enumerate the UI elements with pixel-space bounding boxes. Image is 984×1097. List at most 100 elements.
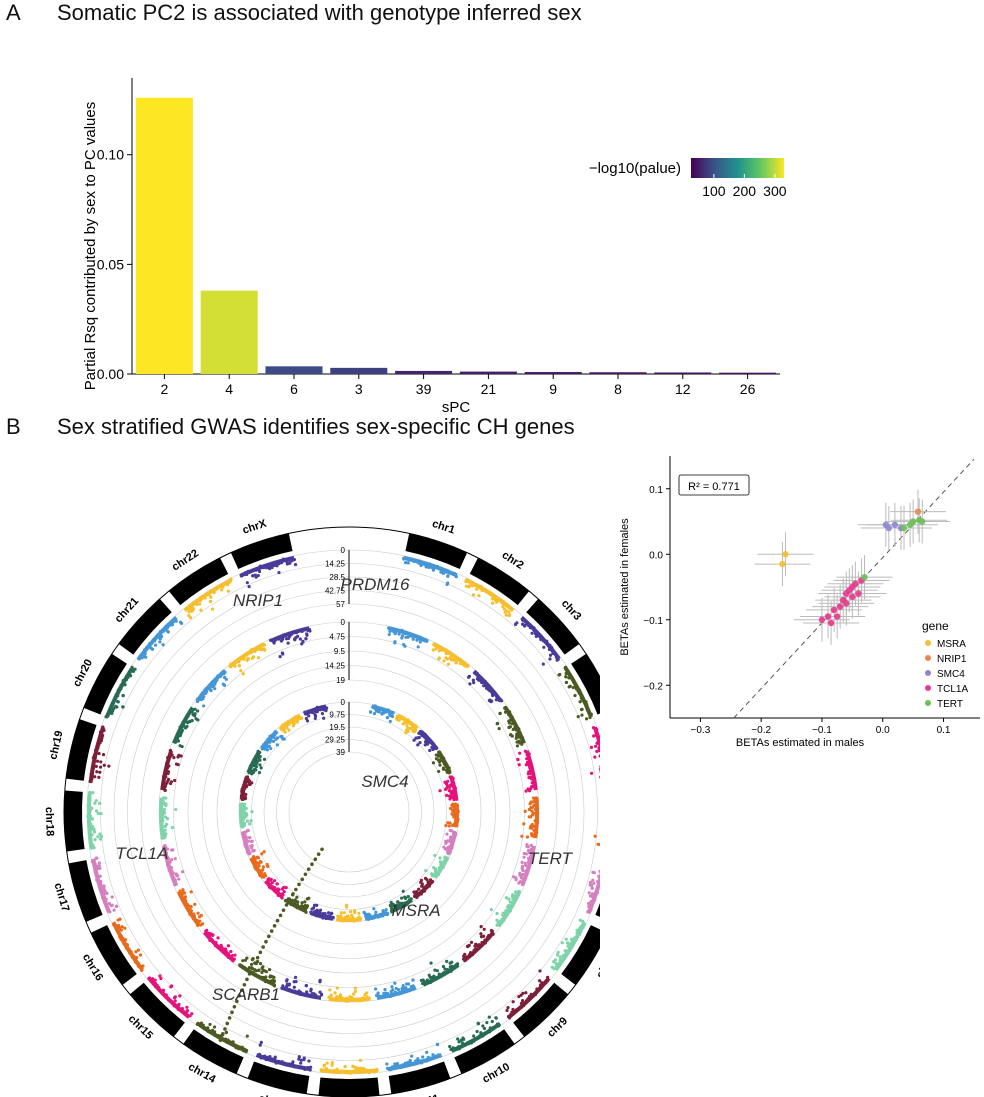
manhattan-base-ring3-chr4	[437, 750, 452, 774]
manhattan-point	[193, 902, 197, 906]
legend-title: gene	[922, 619, 949, 633]
manhattan-point	[448, 821, 452, 825]
manhattan-point	[490, 597, 494, 601]
manhattan-point	[593, 834, 597, 838]
manhattan-point	[445, 657, 450, 661]
manhattan-point	[208, 688, 213, 692]
manhattan-point	[524, 863, 528, 868]
manhattan-point	[92, 830, 97, 834]
manhattan-point	[361, 1066, 366, 1071]
ring-tick-label: 39	[336, 748, 345, 757]
manhattan-point	[223, 947, 228, 951]
manhattan-point	[309, 987, 313, 991]
manhattan-point	[385, 1062, 389, 1066]
manhattan-point	[223, 675, 227, 680]
legend-label-NRIP1: NRIP1	[937, 654, 967, 665]
manhattan-point	[328, 988, 332, 992]
manhattan-point	[271, 978, 275, 982]
manhattan-base-ring1-chr21	[137, 616, 178, 660]
bar-sPC-26	[719, 372, 777, 374]
manhattan-point	[223, 1027, 227, 1031]
manhattan-base-ring2-chr2	[433, 642, 470, 668]
manhattan-point	[258, 950, 263, 955]
bar-sPC-39	[395, 370, 453, 374]
y-tick-label: −0.2	[643, 681, 663, 692]
manhattan-base-ring1-chr22	[183, 578, 233, 613]
ideogram-chr8	[561, 925, 600, 985]
manhattan-point	[526, 845, 530, 849]
ideogram-chr13	[247, 1061, 310, 1094]
sex-beta-scatter-plot: −0.3 −0.2 −0.1 0.0 0.1 −0.2 −0.1 0.0 0.1 BETAs es…	[619, 456, 980, 749]
manhattan-point	[508, 725, 512, 729]
manhattan-point	[99, 834, 104, 839]
manhattan-point	[446, 581, 450, 585]
point-TERT	[900, 524, 908, 532]
manhattan-point	[285, 725, 289, 730]
point-TERT	[919, 518, 926, 525]
manhattan-point	[431, 761, 436, 765]
manhattan-point	[420, 884, 424, 888]
manhattan-point	[479, 935, 484, 939]
manhattan-point	[253, 961, 257, 965]
manhattan-point	[249, 844, 253, 848]
manhattan-point	[527, 851, 532, 855]
legend-label-TERT: TERT	[937, 699, 963, 710]
manhattan-point	[441, 964, 446, 969]
manhattan-point	[304, 636, 308, 641]
legend-key-MSRA	[925, 640, 931, 646]
x-tick-label: 0.1	[937, 725, 951, 736]
chrom-label-chr22: chr22	[170, 547, 201, 573]
manhattan-point	[254, 768, 258, 772]
manhattan-point	[530, 826, 534, 830]
manhattan-point	[153, 978, 157, 982]
manhattan-base-ring2-chr3	[472, 669, 503, 703]
manhattan-point	[269, 746, 273, 751]
manhattan-point	[299, 1058, 303, 1062]
manhattan-point	[153, 643, 158, 647]
manhattan-point	[177, 753, 181, 757]
manhattan-point	[446, 662, 450, 666]
manhattan-point	[479, 932, 483, 936]
manhattan-point	[255, 855, 260, 859]
manhattan-point	[530, 631, 534, 635]
manhattan-point	[467, 584, 472, 588]
gene-label-MSRA: MSRA	[391, 901, 440, 920]
manhattan-point	[99, 811, 103, 816]
manhattan-point	[411, 978, 415, 982]
ideogram-chr11	[388, 1061, 451, 1094]
manhattan-point	[220, 588, 224, 592]
manhattan-point	[210, 607, 215, 611]
manhattan-point	[98, 770, 102, 774]
point-TCL1A	[852, 580, 859, 587]
manhattan-point	[525, 835, 530, 839]
manhattan-point	[523, 809, 527, 813]
manhattan-point	[199, 913, 203, 918]
manhattan-point	[291, 724, 296, 728]
manhattan-base-ring3-chr5	[449, 776, 459, 800]
manhattan-base-ring2-chr19	[160, 750, 174, 791]
manhattan-point	[112, 908, 116, 912]
manhattan-base-ring3-chr18	[238, 803, 245, 828]
manhattan-point	[517, 994, 521, 999]
manhattan-point	[518, 751, 522, 755]
manhattan-point	[201, 704, 206, 708]
manhattan-point	[401, 889, 405, 893]
manhattan-point	[589, 745, 594, 750]
manhattan-point	[229, 949, 233, 954]
manhattan-point	[541, 662, 545, 666]
manhattan-point	[241, 959, 245, 963]
manhattan-base-ring1-chr14	[196, 1021, 248, 1053]
ring-tick-label: 57	[336, 600, 345, 609]
manhattan-point	[212, 1025, 217, 1029]
manhattan-point	[264, 939, 268, 944]
manhattan-point	[339, 911, 343, 915]
manhattan-base-ring2-chr15	[202, 930, 235, 962]
manhattan-point	[510, 734, 514, 738]
manhattan-point	[196, 911, 200, 915]
manhattan-point	[291, 1060, 295, 1064]
x-tick-label: −0.2	[751, 725, 771, 736]
manhattan-base-ring1-chr3	[520, 616, 561, 660]
bar-sPC-3	[330, 367, 388, 374]
manhattan-point	[250, 966, 255, 971]
manhattan-point	[280, 887, 284, 891]
